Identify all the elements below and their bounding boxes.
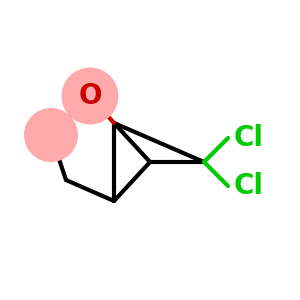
- Text: Cl: Cl: [234, 124, 264, 152]
- Circle shape: [61, 68, 118, 124]
- Text: Cl: Cl: [234, 172, 264, 200]
- Circle shape: [24, 108, 78, 162]
- Text: O: O: [78, 82, 102, 110]
